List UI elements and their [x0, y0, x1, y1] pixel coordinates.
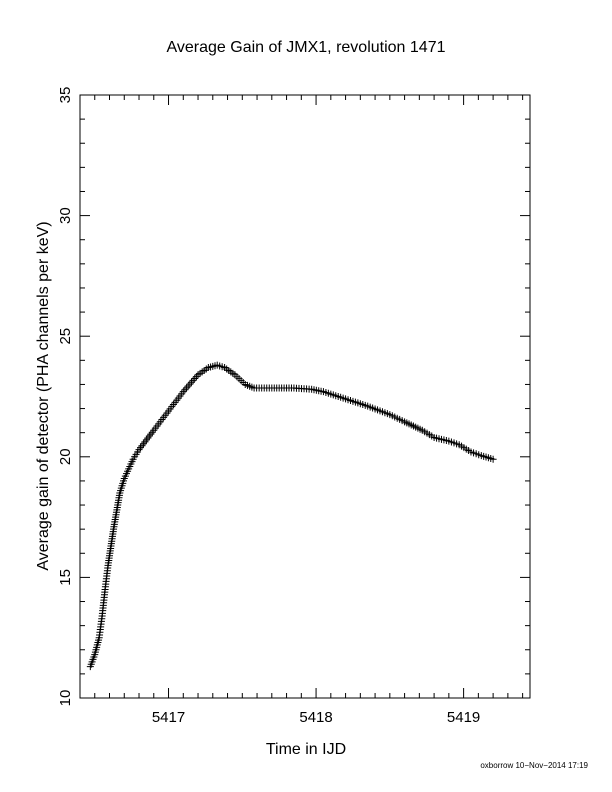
chart-title: Average Gain of JMX1, revolution 1471	[167, 39, 446, 56]
x-tick-label: 5418	[299, 709, 332, 726]
data-point	[192, 373, 200, 381]
data-point	[189, 376, 197, 384]
data-point	[148, 428, 156, 436]
plot-frame	[79, 94, 531, 699]
axis-tick-labels: 5417 5418 5419 10 15 20 25 30 35	[57, 87, 480, 726]
y-tick-label: 10	[57, 690, 74, 707]
data-point	[141, 438, 149, 446]
data-point	[183, 384, 191, 392]
y-tick-label: 35	[57, 87, 74, 104]
data-point	[186, 380, 194, 388]
data-point	[489, 455, 497, 463]
x-axis-label: Time in IJD	[266, 741, 346, 758]
y-tick-label: 15	[57, 569, 74, 586]
data-point	[138, 442, 146, 450]
data-point	[139, 440, 147, 448]
data-point	[181, 386, 189, 394]
y-tick-label: 30	[57, 207, 74, 224]
x-tick-label: 5419	[447, 709, 480, 726]
data-point	[147, 430, 155, 438]
data-point	[144, 434, 152, 442]
data-point	[191, 375, 199, 383]
y-tick-label: 20	[57, 448, 74, 465]
data-series	[86, 361, 497, 671]
data-point	[145, 432, 153, 440]
axis-ticks	[79, 94, 530, 699]
data-point	[136, 444, 144, 452]
footer-timestamp: oxborrow 10−Nov−2014 17:19	[480, 761, 588, 770]
data-point	[187, 378, 195, 386]
y-tick-label: 25	[57, 328, 74, 345]
x-tick-label: 5417	[152, 709, 185, 726]
y-axis-label: Average gain of detector (PHA channels p…	[35, 221, 52, 570]
data-point	[184, 382, 192, 390]
data-point	[142, 436, 150, 444]
